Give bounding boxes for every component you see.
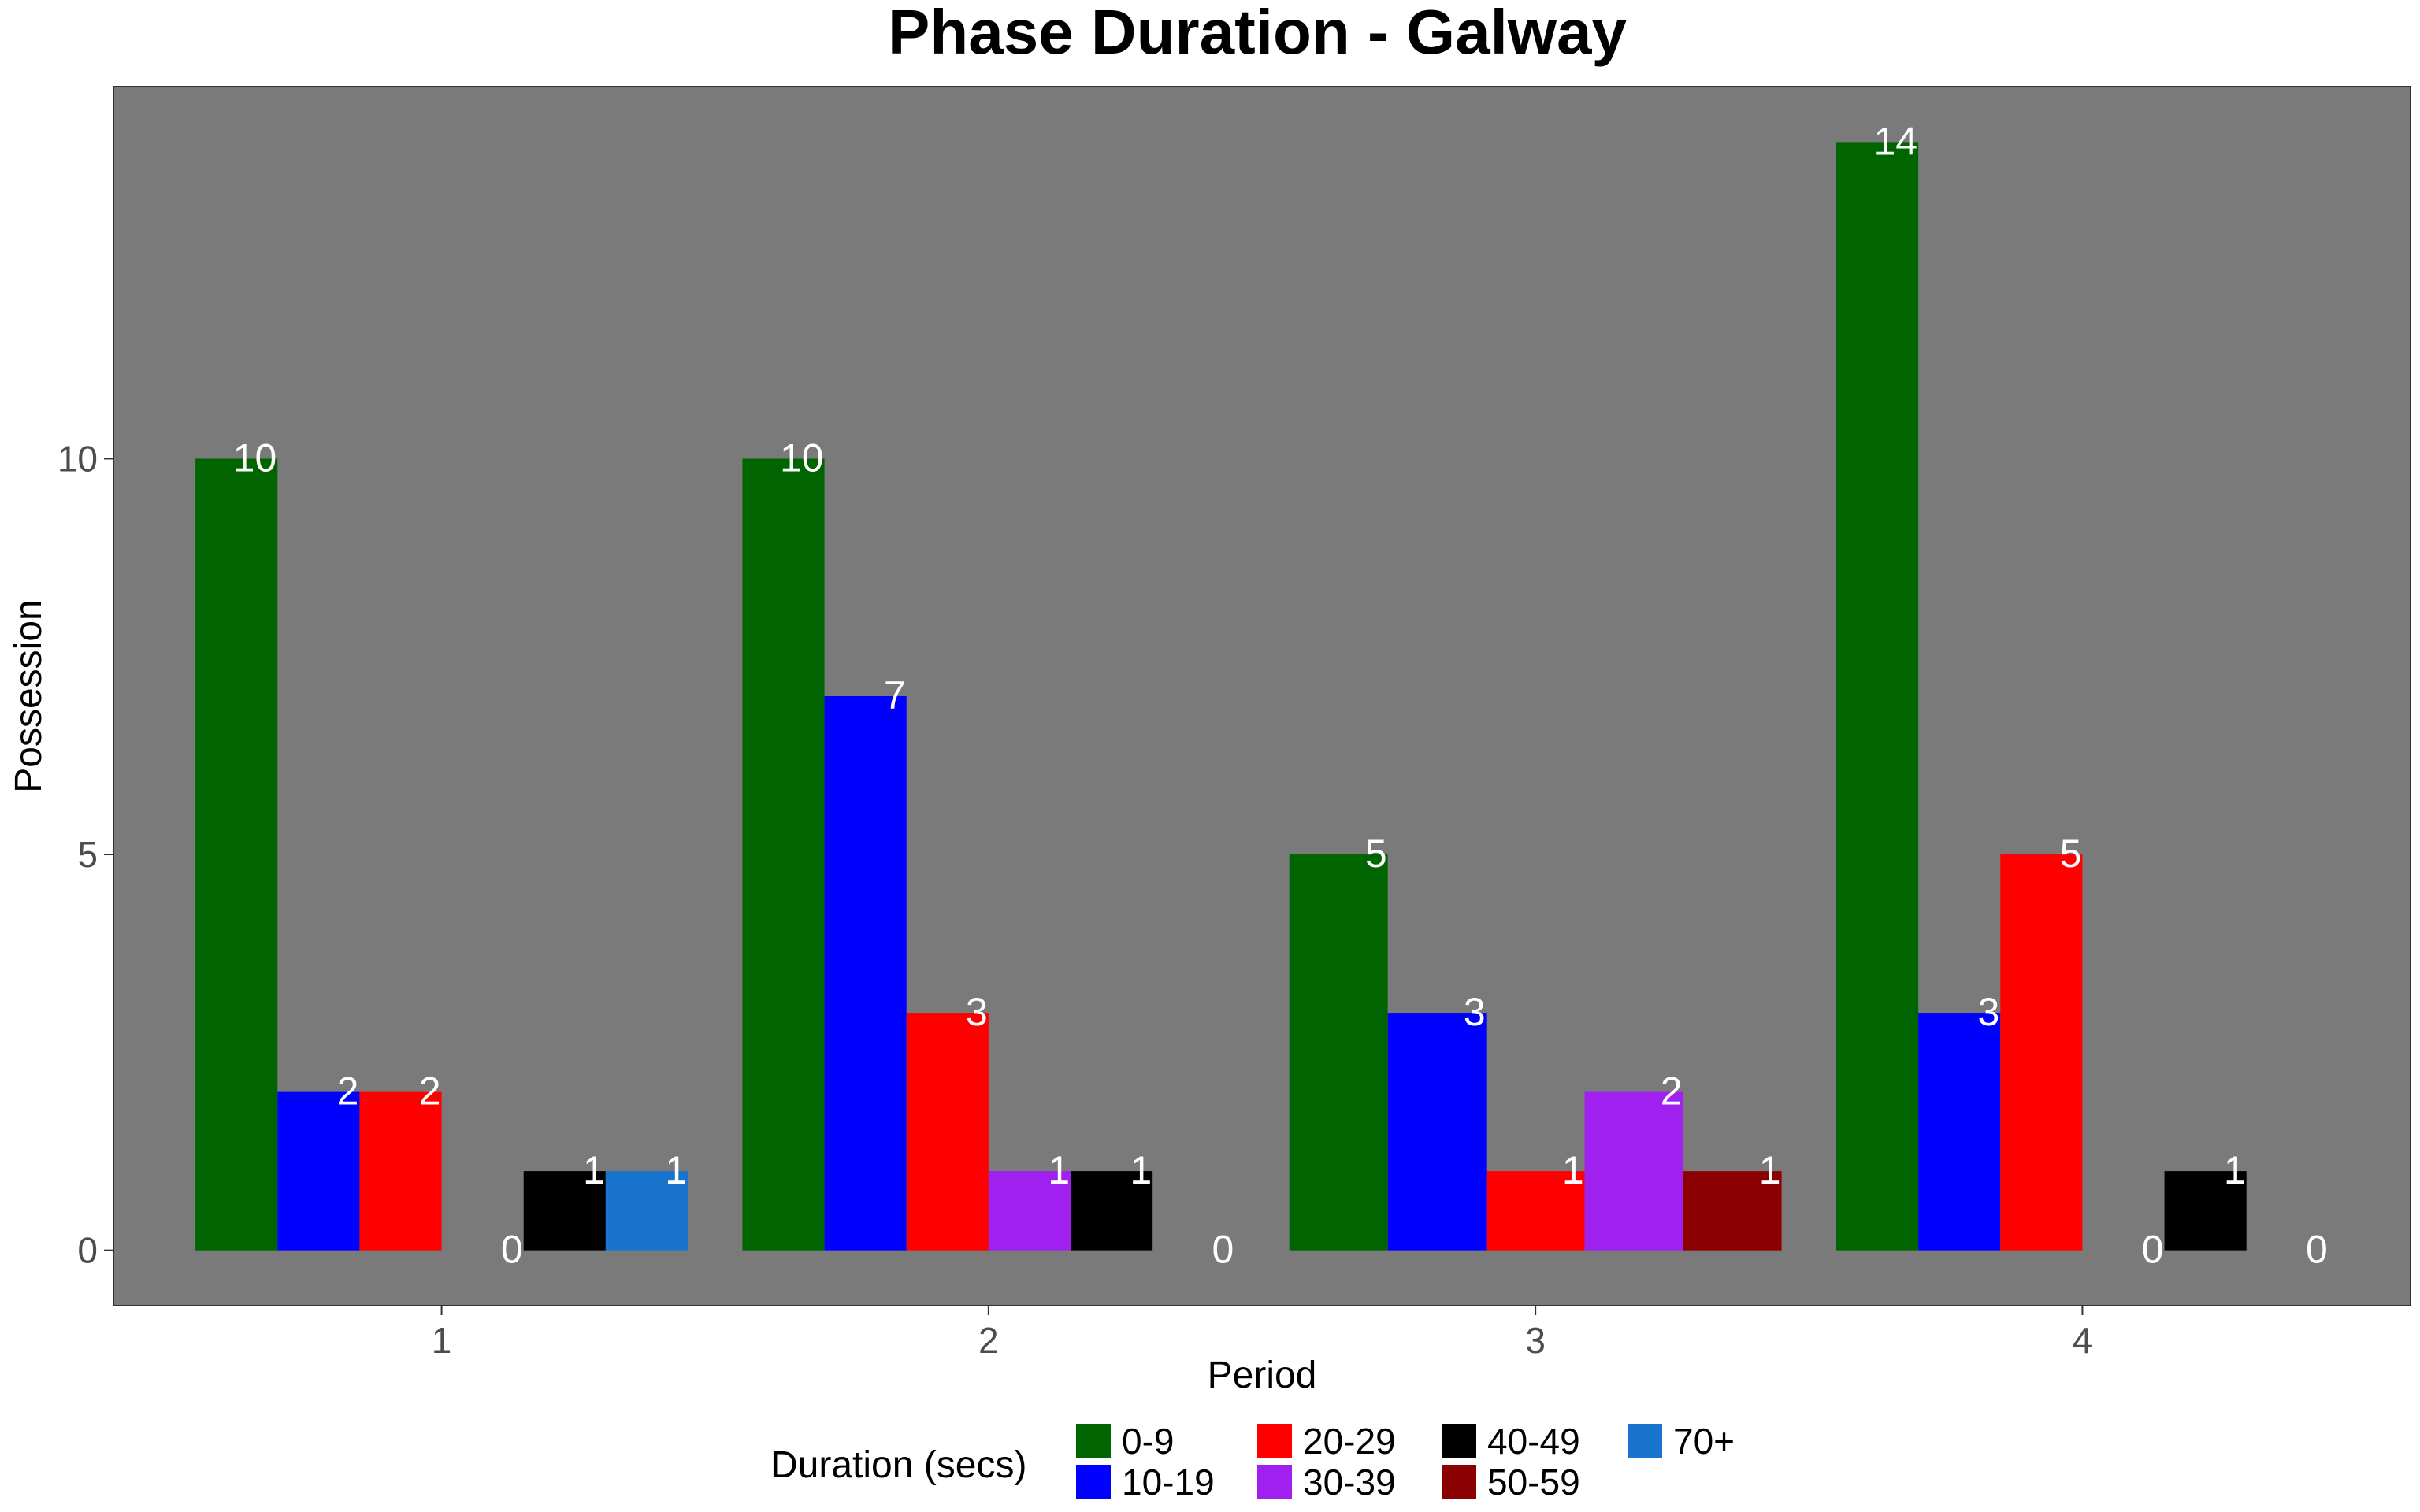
bar-period-3-10-19: [1387, 1013, 1487, 1251]
bar-period-3-0-9: [1289, 854, 1388, 1251]
bar-period-3-30-39: [1584, 1091, 1683, 1251]
bar-label-period-3-30-39: 2: [1661, 1069, 1683, 1114]
legend-item-70plus: 70+: [1628, 1421, 1735, 1462]
bar-label-period-3-50-59: 1: [1759, 1148, 1781, 1192]
legend-item-40-49: 40-49: [1442, 1421, 1580, 1462]
legend-item-20-29: 20-29: [1257, 1421, 1396, 1462]
bar-label-period-1-40-49: 1: [583, 1148, 605, 1192]
bar-period-1-40-49: [523, 1171, 606, 1251]
bars-layer: [195, 142, 2247, 1251]
legend-swatch-40-49: [1442, 1424, 1476, 1458]
chart-title: Phase Duration - Galway: [888, 0, 1628, 67]
legend-item-50-59: 50-59: [1442, 1462, 1580, 1503]
legend-swatch-10-19: [1076, 1465, 1111, 1499]
bar-label-period-2-50-59: 0: [1212, 1228, 1234, 1272]
bar-label-period-2-40-49: 1: [1130, 1148, 1152, 1192]
legend-label-40-49: 40-49: [1487, 1421, 1580, 1462]
legend-title: Duration (secs): [770, 1444, 1026, 1486]
bar-label-period-4-10-19: 3: [1977, 990, 1999, 1034]
bar-label-period-4-40-49: 1: [2224, 1148, 2246, 1192]
legend-item-10-19: 10-19: [1076, 1462, 1215, 1503]
legend-label-0-9: 0-9: [1122, 1421, 1174, 1462]
legend-label-30-39: 30-39: [1303, 1462, 1396, 1503]
legend-label-20-29: 20-29: [1303, 1421, 1396, 1462]
bar-period-1-20-29: [359, 1091, 442, 1251]
bar-label-period-1-0-9: 10: [233, 435, 277, 480]
bar-label-period-1-30-39: 0: [501, 1228, 523, 1272]
x-axis-title: Period: [1208, 1354, 1317, 1396]
bar-label-period-3-20-29: 1: [1562, 1148, 1584, 1192]
legend-swatch-20-29: [1257, 1424, 1292, 1458]
bar-period-1-70plus: [605, 1171, 688, 1251]
bar-label-period-3-0-9: 5: [1365, 832, 1387, 876]
bar-period-4-40-49: [2164, 1171, 2247, 1251]
bar-period-2-40-49: [1071, 1171, 1153, 1251]
legend-label-70plus: 70+: [1673, 1421, 1735, 1462]
bar-label-period-2-30-39: 1: [1048, 1148, 1070, 1192]
bar-period-4-20-29: [2000, 854, 2083, 1251]
bar-label-period-2-0-9: 10: [780, 435, 824, 480]
legend-item-30-39: 30-39: [1257, 1462, 1396, 1503]
bar-label-period-3-10-19: 3: [1464, 990, 1486, 1034]
bar-period-1-10-19: [277, 1091, 360, 1251]
x-tick-label-2: 2: [978, 1320, 999, 1361]
legend-swatch-50-59: [1442, 1465, 1476, 1499]
bar-period-4-10-19: [1918, 1013, 2001, 1251]
bar-label-period-1-20-29: 2: [419, 1069, 441, 1114]
bar-label-period-1-70plus: 1: [665, 1148, 687, 1192]
bar-label-period-4-30-39: 0: [2142, 1228, 2164, 1272]
y-axis-title: Possession: [8, 599, 50, 792]
bar-period-3-20-29: [1486, 1171, 1585, 1251]
bar-label-period-4-0-9: 14: [1874, 119, 1918, 163]
y-tick-label-5: 5: [77, 834, 98, 875]
bar-period-2-0-9: [742, 458, 825, 1251]
x-tick-label-4: 4: [2073, 1320, 2093, 1361]
legend-swatch-70plus: [1628, 1424, 1662, 1458]
bar-period-2-20-29: [906, 1013, 989, 1251]
bar-label-period-4-70plus: 0: [2306, 1228, 2328, 1272]
y-tick-label-10: 10: [58, 438, 98, 479]
bar-period-2-30-39: [988, 1171, 1071, 1251]
legend-label-50-59: 50-59: [1487, 1462, 1580, 1503]
legend-label-10-19: 10-19: [1122, 1462, 1215, 1503]
x-tick-label-1: 1: [432, 1320, 452, 1361]
legend-swatch-30-39: [1257, 1465, 1292, 1499]
bar-period-1-0-9: [195, 458, 278, 1251]
bar-period-4-0-9: [1836, 142, 1919, 1251]
bar-label-period-4-20-29: 5: [2060, 832, 2082, 876]
bar-label-period-2-10-19: 7: [884, 673, 906, 717]
x-tick-label-3: 3: [1525, 1320, 1546, 1361]
bar-period-2-10-19: [824, 696, 907, 1251]
bar-label-period-2-20-29: 3: [966, 990, 988, 1034]
legend-item-0-9: 0-9: [1076, 1421, 1174, 1462]
y-tick-label-0: 0: [77, 1230, 98, 1271]
bar-period-3-50-59: [1683, 1171, 1782, 1251]
legend-swatch-0-9: [1076, 1424, 1111, 1458]
bar-label-period-1-10-19: 2: [337, 1069, 359, 1114]
